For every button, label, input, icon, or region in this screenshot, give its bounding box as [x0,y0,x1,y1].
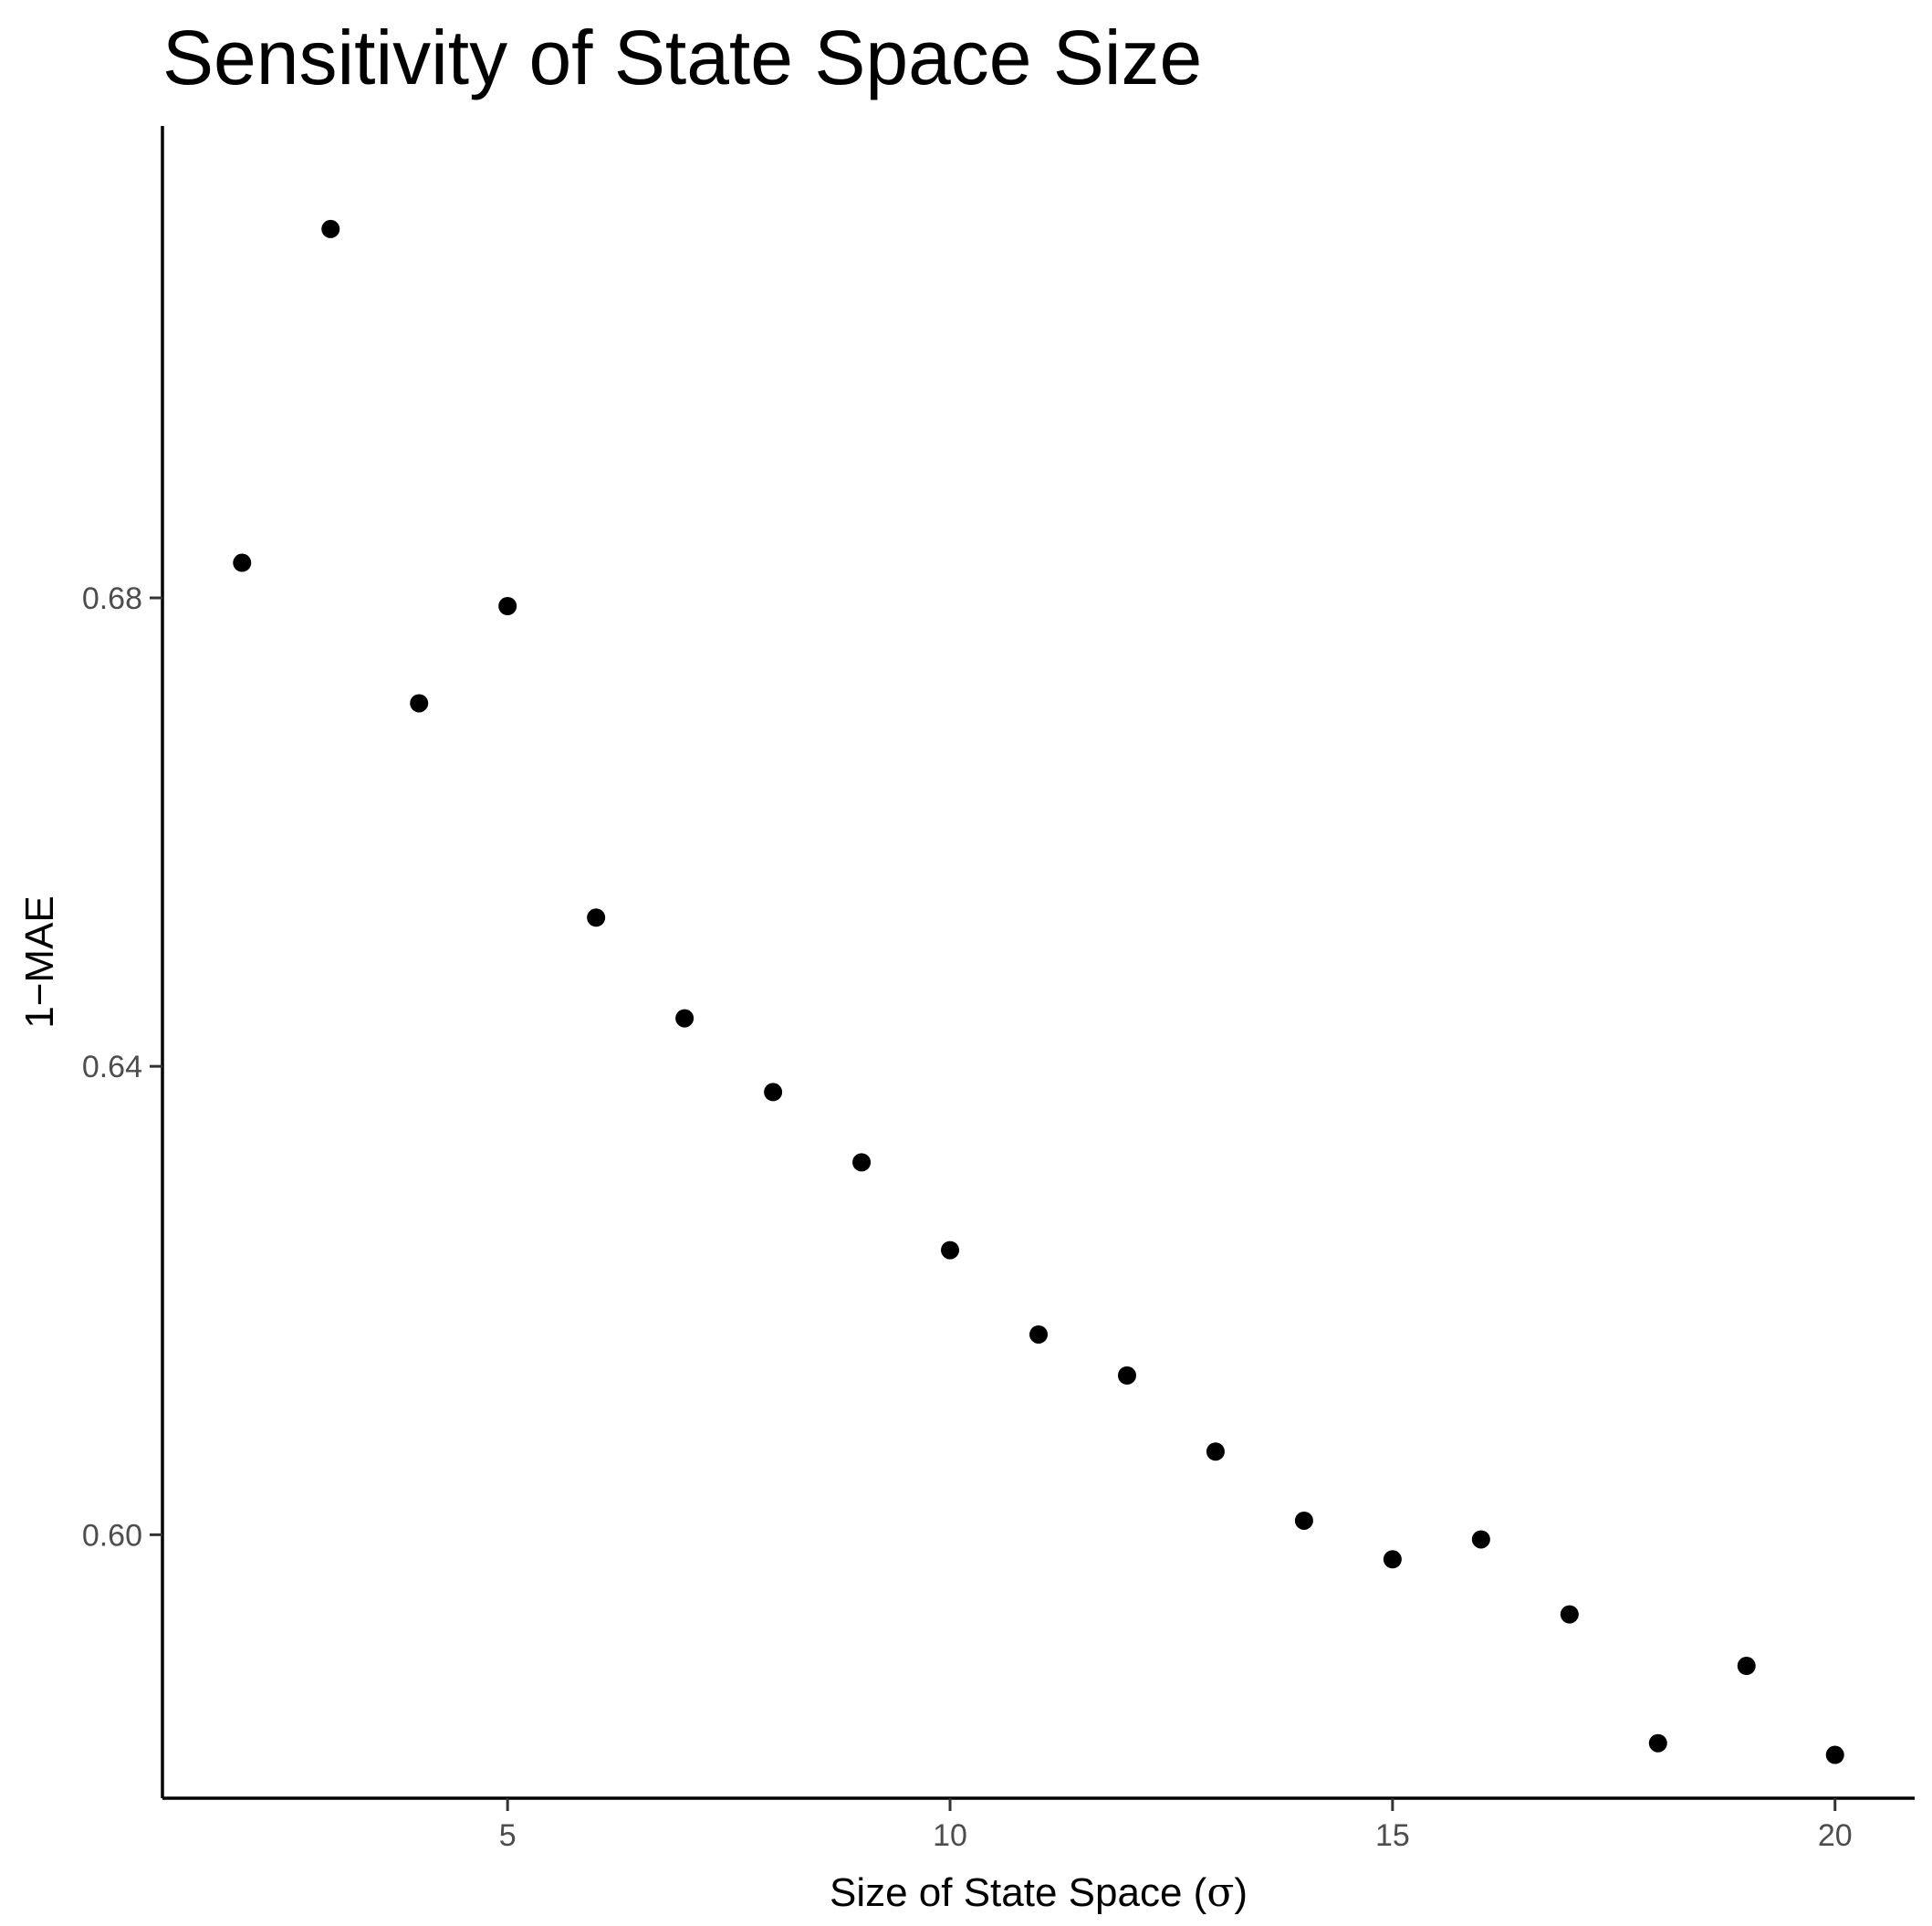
data-point [941,1240,960,1260]
data-point [498,596,517,615]
x-tick-label: 10 [933,1818,967,1853]
data-point [1294,1511,1313,1530]
data-point [410,694,429,713]
x-axis-ticks: 5 10 15 20 [499,1798,1853,1853]
data-points [233,219,1844,1764]
data-point [1825,1745,1844,1764]
data-point [1560,1605,1579,1624]
data-point [1029,1324,1048,1344]
data-point [1117,1366,1136,1385]
x-axis-title: Size of State Space (σ) [830,1869,1248,1916]
x-axis-title-prefix: Size of State Space ( [830,1870,1207,1915]
data-point [587,908,606,927]
data-point [1206,1442,1225,1461]
y-tick-label: 0.60 [82,1518,142,1553]
data-point [233,553,252,572]
chart-title: Sensitivity of State Space Size [162,15,1202,100]
x-axis-title-suffix: ) [1234,1870,1248,1915]
y-axis-title: 1−MAE [17,895,62,1029]
plot-area: 5 10 15 20 0.60 0.64 0.68 [82,126,1915,1853]
data-point [1737,1657,1756,1676]
x-tick-label: 5 [499,1818,517,1853]
data-point [321,219,340,238]
y-axis-ticks: 0.60 0.64 0.68 [82,581,162,1553]
data-point [852,1153,872,1172]
data-point [675,1009,694,1028]
y-tick-label: 0.68 [82,581,142,616]
data-point [1648,1733,1667,1753]
x-axis-title-symbol: σ [1206,1869,1234,1916]
data-point [1383,1550,1402,1569]
x-tick-label: 20 [1818,1818,1853,1853]
x-tick-label: 15 [1375,1818,1410,1853]
y-tick-label: 0.64 [82,1050,142,1084]
data-point [764,1083,783,1102]
data-point [1471,1530,1490,1549]
